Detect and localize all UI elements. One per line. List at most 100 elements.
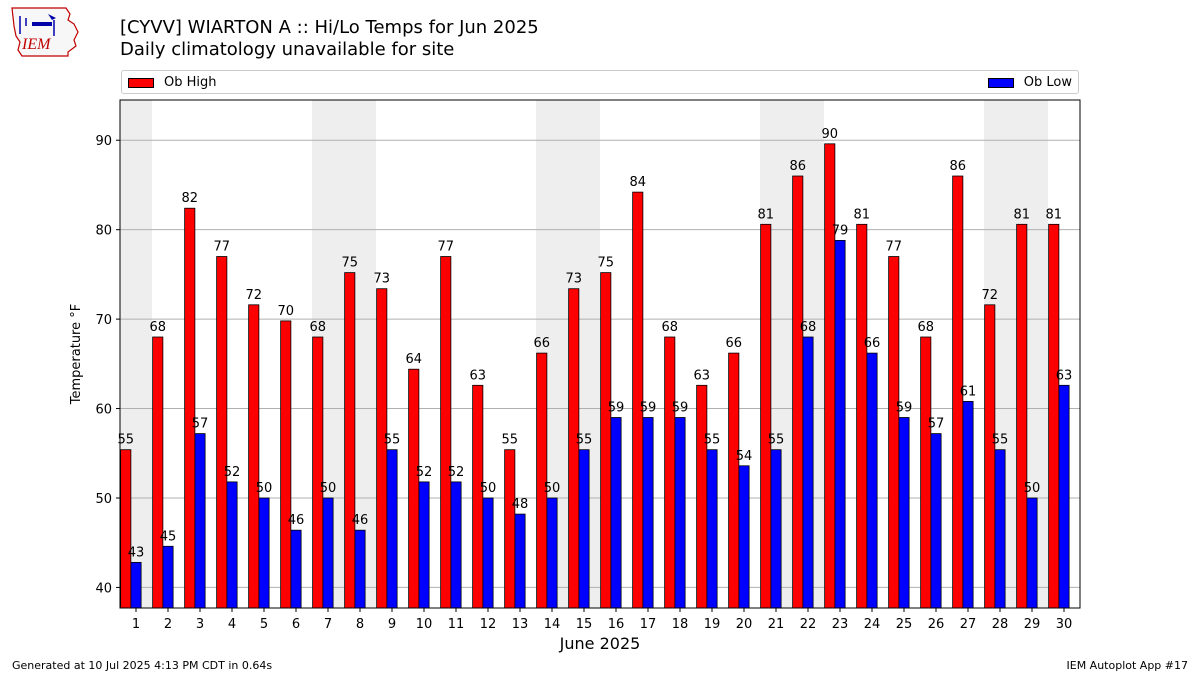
bar-low (322, 497, 334, 609)
data-label-low: 63 (1056, 368, 1073, 383)
bar-high (472, 384, 484, 609)
data-label-high: 86 (949, 159, 966, 174)
x-tick-label: 9 (388, 617, 396, 632)
data-label-low: 59 (608, 401, 625, 416)
bar-high (600, 272, 612, 609)
data-label-low: 46 (288, 513, 305, 528)
data-label-high: 81 (1013, 207, 1030, 222)
y-tick-label: 40 (95, 581, 112, 596)
data-label-high: 68 (661, 320, 678, 335)
data-label-low: 68 (800, 320, 817, 335)
bar-high (312, 336, 324, 609)
data-label-low: 50 (480, 481, 497, 496)
data-label-high: 68 (917, 320, 934, 335)
bar-low (482, 497, 494, 609)
bar-high (280, 320, 292, 609)
bar-high (504, 449, 516, 609)
bar-low (610, 417, 622, 609)
bar-low (226, 481, 238, 609)
data-label-high: 66 (533, 336, 550, 351)
bar-low (898, 417, 910, 609)
bar-high (792, 175, 804, 609)
bar-high (152, 336, 164, 609)
plot-frame (119, 99, 1081, 609)
y-tick-label: 60 (95, 403, 112, 418)
legend-item-low: Ob Low (987, 75, 1072, 90)
data-label-low: 52 (416, 465, 433, 480)
title-line-2: Daily climatology unavailable for site (120, 39, 455, 60)
x-tick-label: 8 (356, 617, 364, 632)
bar-high (696, 384, 708, 609)
data-label-low: 46 (352, 513, 369, 528)
bar-high (984, 304, 996, 609)
bar-low (194, 433, 206, 609)
x-tick-label: 22 (800, 617, 817, 632)
bar-low (418, 481, 430, 609)
x-tick-label: 26 (928, 617, 945, 632)
bar-high (824, 143, 836, 609)
data-label-high: 64 (405, 352, 422, 367)
y-axis: 40 50 60 70 80 90 (95, 134, 120, 596)
svg-text:IEM: IEM (21, 36, 52, 53)
y-tick-label: 80 (95, 224, 112, 239)
legend-label-low: Ob Low (1023, 75, 1072, 90)
x-tick-label: 18 (672, 617, 689, 632)
x-tick-label: 25 (896, 617, 913, 632)
data-label-low: 54 (736, 449, 753, 464)
data-label-high: 63 (469, 368, 486, 383)
data-label-high: 82 (181, 191, 198, 206)
bar-low (162, 545, 174, 609)
data-label-high: 72 (981, 288, 998, 303)
bar-low (930, 433, 942, 609)
x-tick-label: 11 (448, 617, 465, 632)
legend-swatch-high (128, 77, 154, 88)
bar-low (290, 529, 302, 609)
y-tick-label: 70 (95, 313, 112, 328)
data-label-low: 55 (704, 433, 721, 448)
data-label-high: 77 (213, 240, 230, 255)
data-label-low: 57 (928, 417, 945, 432)
bar-low (866, 352, 878, 609)
data-label-high: 55 (117, 433, 134, 448)
data-label-high: 68 (309, 320, 326, 335)
data-label-low: 55 (384, 433, 401, 448)
legend-item-high: Ob High (128, 75, 217, 90)
x-tick-label: 24 (864, 617, 881, 632)
bar-low (450, 481, 462, 609)
data-label-low: 55 (992, 433, 1009, 448)
bar-high (408, 368, 420, 609)
bars (120, 143, 1070, 609)
y-axis-label: Temperature °F (69, 304, 84, 405)
x-tick-label: 7 (324, 617, 332, 632)
x-tick-label: 29 (1024, 617, 1041, 632)
x-tick-label: 6 (292, 617, 300, 632)
bar-low (642, 417, 654, 609)
bar-high (1016, 223, 1028, 609)
x-axis-label: June 2025 (559, 634, 641, 653)
x-tick-label: 28 (992, 617, 1009, 632)
bar-high (888, 256, 900, 609)
x-tick-label: 5 (260, 617, 268, 632)
bar-high (1048, 223, 1060, 609)
data-label-high: 81 (853, 207, 870, 222)
x-tick-label: 21 (768, 617, 785, 632)
data-label-high: 90 (821, 127, 838, 142)
data-label-low: 55 (768, 433, 785, 448)
data-label-low: 55 (576, 433, 593, 448)
x-tick-label: 14 (544, 617, 561, 632)
x-tick-label: 15 (576, 617, 593, 632)
data-label-high: 77 (885, 240, 902, 255)
bar-high (664, 336, 676, 609)
bar-low (130, 561, 142, 609)
data-label-high: 66 (725, 336, 742, 351)
iem-logo: IEM (8, 6, 82, 58)
bar-high (760, 223, 772, 609)
data-label-low: 48 (512, 497, 529, 512)
data-label-high: 75 (341, 256, 358, 271)
x-axis: 1 2 3 4 5 6 7 8 9 10 11 12 13 14 15 16 17 18 19 20 21 22 23 24 2… (132, 608, 1072, 632)
data-label-low: 52 (448, 465, 465, 480)
bar-low (802, 336, 814, 609)
bar-low (578, 449, 590, 609)
data-label-high: 72 (245, 288, 262, 303)
